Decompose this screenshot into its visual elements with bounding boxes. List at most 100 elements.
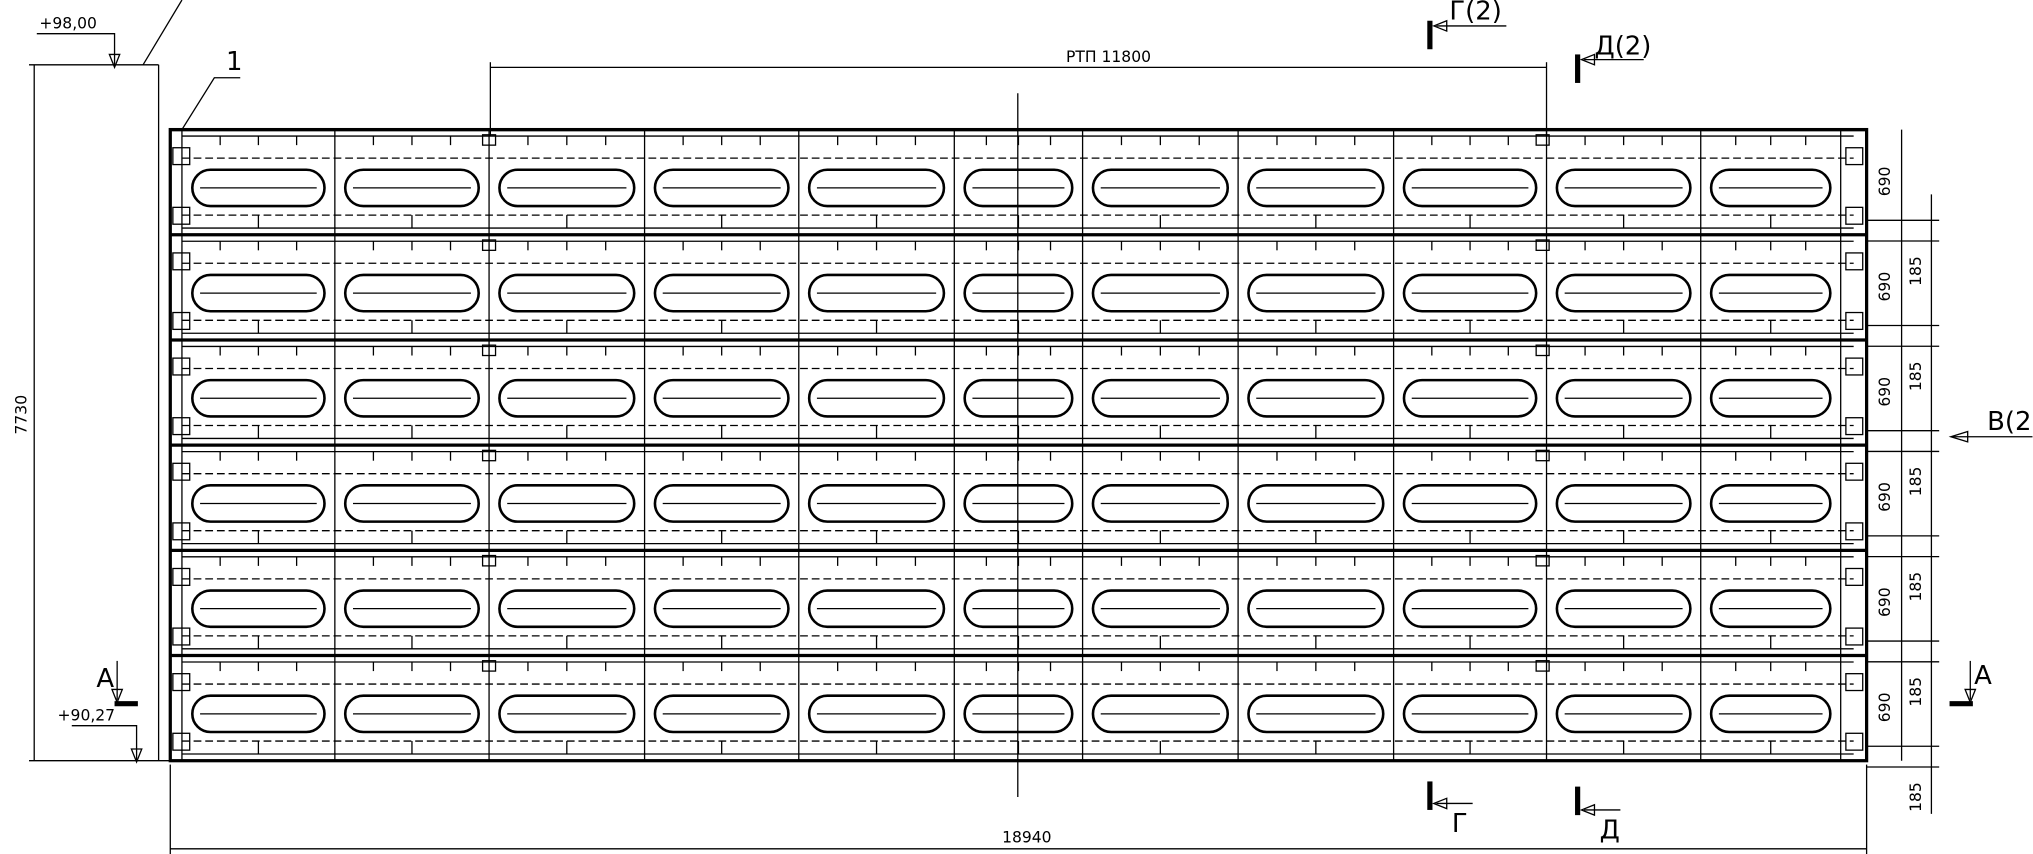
- capsule: [1709, 694, 1832, 734]
- anchor-block: [172, 252, 191, 271]
- arrow: [1432, 19, 1448, 33]
- anchor-block: [1845, 673, 1864, 692]
- arrow: [108, 53, 121, 70]
- capsule: [963, 589, 1074, 629]
- anchor-block: [172, 417, 191, 436]
- dimension-label: 185: [1907, 467, 1925, 497]
- dimension-label: 690: [1876, 693, 1894, 723]
- dimension-label: 690: [1876, 272, 1894, 302]
- capsule: [807, 484, 946, 523]
- capsule: [343, 378, 480, 418]
- anchor-block: [1845, 732, 1864, 751]
- capsule: [1091, 273, 1230, 313]
- section-label: Д: [1600, 815, 1620, 845]
- section-label: А: [1974, 661, 1992, 691]
- anchor-block: [1845, 147, 1864, 166]
- capsule: [963, 273, 1074, 313]
- anchor-block: [172, 147, 191, 166]
- capsule: [1402, 694, 1538, 734]
- bracket: [481, 554, 497, 567]
- capsule: [963, 694, 1074, 734]
- capsule: [1091, 694, 1230, 734]
- dimension-label: 690: [1876, 167, 1894, 197]
- capsule: [1091, 378, 1230, 418]
- anchor-block: [1845, 252, 1864, 271]
- bracket: [1535, 344, 1550, 357]
- bracket: [1535, 554, 1550, 567]
- capsule: [191, 694, 326, 734]
- anchor-block: [1845, 206, 1864, 225]
- capsule: [191, 168, 326, 208]
- leader: [36, 33, 116, 65]
- capsule: [1555, 484, 1692, 523]
- capsule: [807, 589, 946, 629]
- capsule: [1555, 378, 1692, 418]
- arrow: [1432, 797, 1448, 810]
- bracket: [481, 134, 497, 146]
- capsule: [1091, 589, 1230, 629]
- section-label: А: [96, 664, 114, 694]
- section-label: Г: [1452, 809, 1468, 839]
- arrow: [1579, 803, 1596, 817]
- level-label: +98,00: [39, 15, 97, 33]
- capsule: [1247, 484, 1385, 523]
- capsule: [343, 273, 480, 313]
- capsule: [1709, 378, 1832, 418]
- dimension-label: 185: [1907, 572, 1925, 602]
- capsule: [1709, 484, 1832, 523]
- dimension-label: 185: [1907, 361, 1925, 391]
- capsule: [1555, 273, 1692, 313]
- capsule: [191, 589, 326, 629]
- anchor-block: [172, 522, 191, 541]
- capsule: [1709, 273, 1832, 313]
- capsule: [1709, 168, 1832, 208]
- capsule: [1402, 378, 1538, 418]
- capsule: [498, 378, 636, 418]
- capsule: [498, 694, 636, 734]
- section-label: Д(2): [1594, 31, 1651, 61]
- capsule: [807, 378, 946, 418]
- bracket: [481, 449, 497, 462]
- dimension-label: 185: [1907, 256, 1925, 286]
- anchor-block: [172, 732, 191, 751]
- capsule: [343, 484, 480, 523]
- capsule: [1555, 694, 1692, 734]
- dimension-label: 7730: [12, 395, 30, 435]
- dimension-label: РТП 11800: [1066, 48, 1151, 66]
- bracket: [1535, 449, 1550, 462]
- bracket: [1535, 660, 1550, 672]
- capsule: [1247, 168, 1385, 208]
- capsule: [963, 168, 1074, 208]
- capsule: [963, 484, 1074, 523]
- arrow: [111, 688, 124, 705]
- capsule: [1402, 484, 1538, 523]
- anchor-block: [172, 357, 191, 376]
- capsule: [191, 273, 326, 313]
- dimension-label: 690: [1876, 377, 1894, 407]
- capsule: [343, 168, 480, 208]
- dimension-label: 690: [1876, 482, 1894, 512]
- bracket: [481, 660, 497, 672]
- dimension-label: 690: [1876, 587, 1894, 617]
- arrow: [1579, 53, 1596, 66]
- anchor-block: [1845, 357, 1864, 376]
- callout-label: 1: [226, 47, 242, 77]
- capsule: [653, 589, 790, 629]
- section-label: Г(2): [1449, 0, 1502, 26]
- anchor-block: [1845, 567, 1864, 586]
- dimension-label: 185: [1907, 782, 1925, 812]
- anchor-block: [172, 567, 191, 586]
- bracket: [481, 344, 497, 357]
- arrow: [130, 748, 143, 764]
- capsule: [963, 378, 1074, 418]
- anchor-block: [1845, 462, 1864, 481]
- capsule: [498, 168, 636, 208]
- capsule: [1091, 168, 1230, 208]
- leader: [181, 77, 241, 130]
- capsule: [1247, 694, 1385, 734]
- capsule: [653, 694, 790, 734]
- anchor-block: [1845, 522, 1864, 541]
- capsule: [653, 168, 790, 208]
